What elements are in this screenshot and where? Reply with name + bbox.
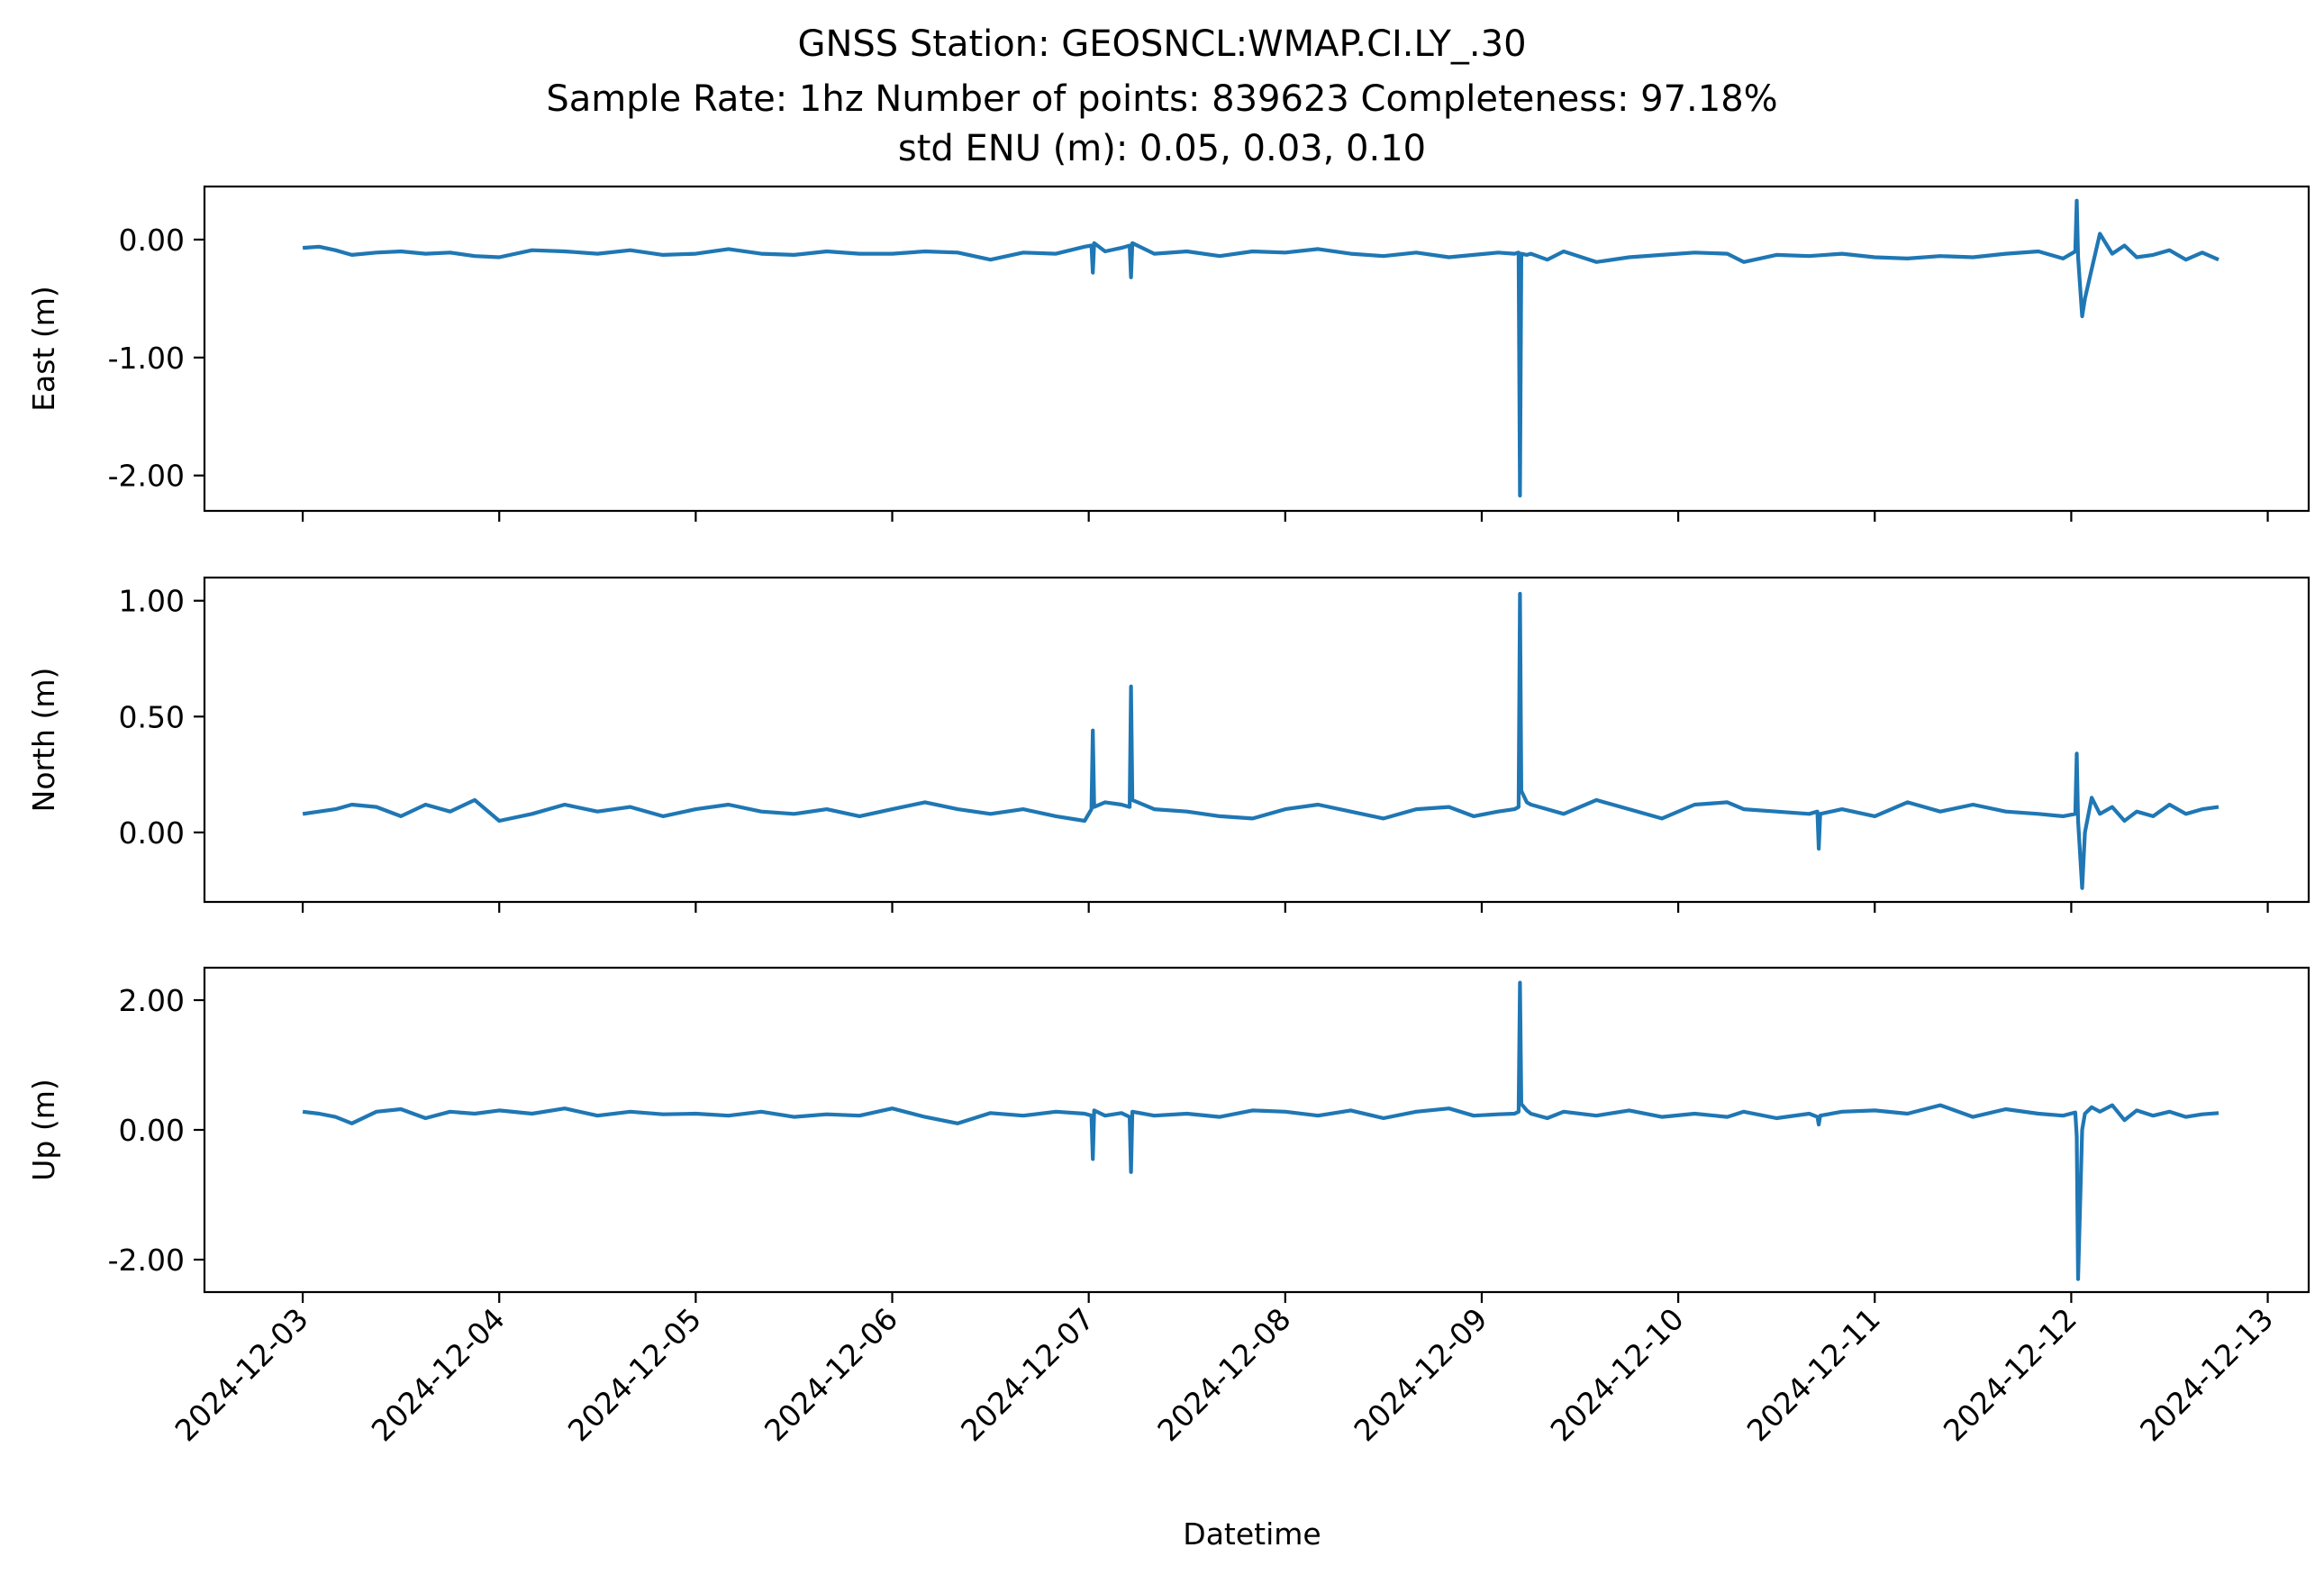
panel-frame xyxy=(203,576,2310,904)
y-tick-label: -2.00 xyxy=(108,459,185,494)
y-axis-label: North (m) xyxy=(26,668,61,813)
y-tick-label: 1.00 xyxy=(119,584,185,619)
panel-2: 1.00 0.50 0.00 North (m) xyxy=(26,576,2310,913)
x-tick-label: 2024-12-05 xyxy=(561,1301,708,1448)
x-tick-label: 2024-12-08 xyxy=(1150,1301,1297,1448)
chart-title-line-3: std ENU (m): 0.05, 0.03, 0.10 xyxy=(898,128,1426,169)
chart-title-line-2: Sample Rate: 1hz Number of points: 83962… xyxy=(546,78,1777,120)
panel-3: 2.00 0.00 -2.00 Up (m) xyxy=(26,966,2310,1303)
x-tick-label: 2024-12-10 xyxy=(1544,1301,1691,1448)
y-axis-label: Up (m) xyxy=(26,1079,61,1181)
series-line xyxy=(302,980,2220,1281)
x-tick-label: 2024-12-04 xyxy=(365,1301,512,1448)
y-tick-label: 0.00 xyxy=(119,815,185,851)
y-tick-label: -2.00 xyxy=(108,1243,185,1278)
panel-frame xyxy=(203,185,2310,513)
x-tick-label: 2024-12-06 xyxy=(758,1301,904,1448)
panels-group: 0.00 -1.00 -2.00 East (m) 1.00 0.50 0.00 North … xyxy=(26,185,2310,1448)
y-tick-label: -1.00 xyxy=(108,341,185,376)
x-tick-label: 2024-12-12 xyxy=(1937,1301,2083,1448)
x-tick-label: 2024-12-11 xyxy=(1740,1301,1887,1448)
chart-title-line-1: GNSS Station: GEOSNCL:WMAP.CI.LY_.30 xyxy=(797,23,1526,65)
y-axis-label: East (m) xyxy=(26,286,61,412)
x-tick-label: 2024-12-09 xyxy=(1347,1301,1493,1448)
x-tick-label: 2024-12-07 xyxy=(954,1301,1101,1448)
series-line xyxy=(302,198,2220,498)
panel-1: 0.00 -1.00 -2.00 East (m) xyxy=(26,185,2310,522)
x-tick-label: 2024-12-13 xyxy=(2133,1301,2280,1448)
x-tick-label: 2024-12-03 xyxy=(168,1301,315,1448)
y-tick-label: 0.50 xyxy=(119,699,185,734)
y-tick-label: 0.00 xyxy=(119,223,185,258)
x-axis-label: Datetime xyxy=(1183,1516,1321,1552)
y-tick-label: 2.00 xyxy=(119,983,185,1018)
series-line xyxy=(302,591,2220,890)
y-tick-label: 0.00 xyxy=(119,1113,185,1148)
panel-frame xyxy=(203,966,2310,1294)
